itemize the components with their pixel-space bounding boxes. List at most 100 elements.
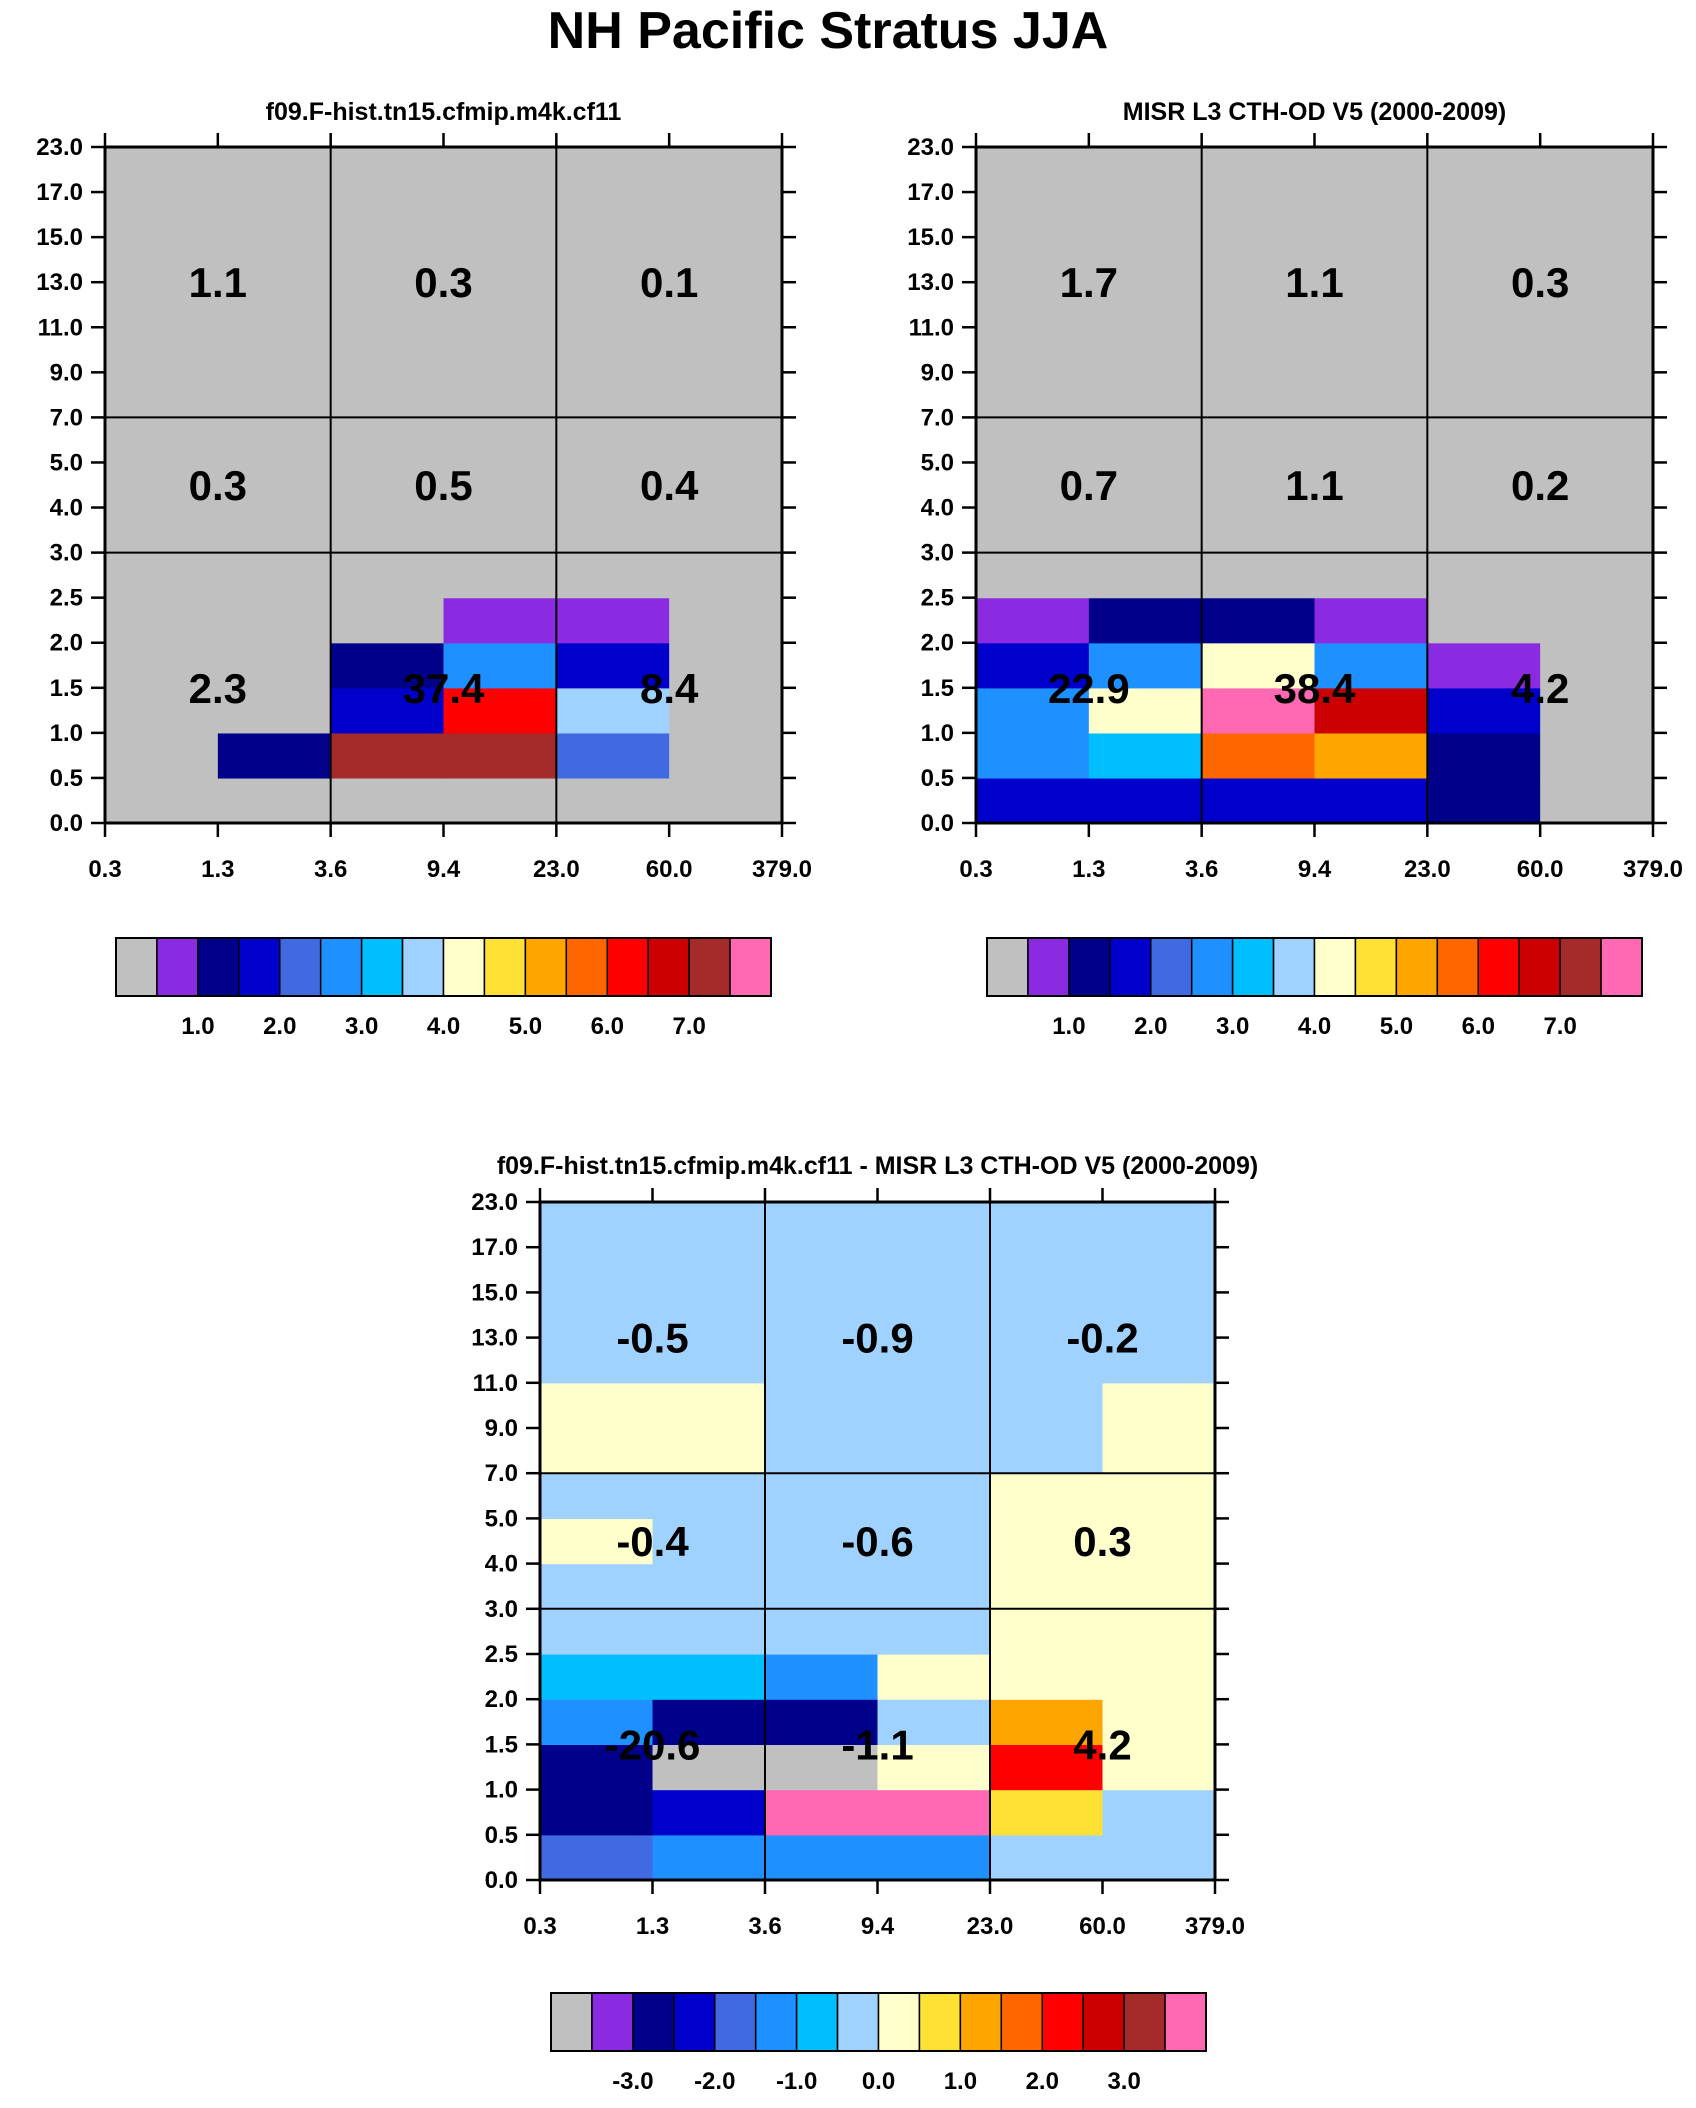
region-value: -1.1: [841, 1721, 913, 1768]
heatmap-cell: [540, 1202, 654, 1248]
region-value: -0.6: [841, 1518, 913, 1565]
y-tick-label: 23.0: [36, 134, 83, 161]
x-tick-label: 0.3: [523, 1913, 556, 1940]
heatmap-cell: [217, 687, 332, 734]
heatmap-cell: [990, 1834, 1104, 1881]
heatmap-cell: [1201, 687, 1316, 734]
colorbar-tick-label: 3.0: [1216, 1013, 1249, 1040]
colorbar-tick-label: 1.0: [944, 2068, 977, 2095]
region-value: 0.3: [414, 259, 472, 306]
heatmap-cell: [1314, 732, 1428, 779]
heatmap-cell: [1088, 777, 1203, 824]
heatmap-cell: [105, 237, 219, 283]
heatmap-cell: [1540, 507, 1654, 554]
colorbar-swatch: [1109, 937, 1152, 997]
heatmap-cell: [556, 282, 670, 328]
heatmap-cell: [1102, 1654, 1216, 1700]
colorbar-swatch: [1395, 937, 1439, 997]
heatmap-cell: [540, 1473, 654, 1519]
colorbar-swatch: [1190, 937, 1234, 997]
heatmap-cell: [652, 1608, 766, 1655]
heatmap-cell: [990, 1473, 1104, 1519]
heatmap-cell: [1201, 327, 1316, 373]
heatmap-cell: [1102, 1518, 1216, 1565]
heatmap-cell: [877, 1699, 991, 1745]
heatmap-cell: [443, 417, 557, 464]
heatmap-cell: [765, 1382, 879, 1429]
figure-title: NH Pacific Stratus JJA: [548, 2, 1109, 60]
heatmap-cell: [669, 417, 783, 464]
heatmap-cell: [1314, 687, 1428, 734]
panel-title: MISR L3 CTH-OD V5 (2000-2009): [1123, 98, 1506, 126]
region-value: 0.5: [414, 462, 472, 509]
heatmap-cell: [217, 192, 332, 238]
heatmap-cell: [105, 192, 219, 238]
heatmap-cell: [990, 1202, 1104, 1248]
colorbar-tick-label: 1.0: [1052, 1013, 1085, 1040]
colorbar-swatch: [524, 937, 568, 997]
heatmap-cell: [330, 642, 445, 689]
y-tick-label: 0.5: [921, 765, 954, 792]
heatmap-cell: [556, 642, 670, 689]
heatmap-cell: [1201, 732, 1316, 779]
heatmap-cell: [877, 1247, 991, 1293]
colorbar-swatch: [1164, 1992, 1207, 2052]
colorbar-swatch: [1027, 937, 1070, 997]
heatmap-cell: [105, 462, 219, 509]
heatmap-cell: [556, 417, 670, 464]
x-tick-label: 23.0: [967, 1913, 1014, 1940]
colorbar-swatch: [795, 1992, 839, 2052]
heatmap-cell: [1088, 192, 1203, 238]
heatmap-cell: [765, 1518, 879, 1565]
x-tick-label: 379.0: [1185, 1913, 1245, 1940]
colorbar-swatch: [959, 1992, 1003, 2052]
heatmap-cell: [443, 237, 557, 283]
y-tick-label: 2.0: [50, 630, 83, 657]
y-tick-label: 13.0: [471, 1325, 518, 1352]
heatmap-cell: [990, 1744, 1104, 1791]
heatmap-cell: [556, 327, 670, 373]
y-tick-label: 3.0: [485, 1596, 518, 1623]
heatmap-cell: [556, 462, 670, 509]
panel-title: f09.F-hist.tn15.cfmip.m4k.cf11 - MISR L3…: [497, 1152, 1258, 1180]
y-tick-label: 17.0: [471, 1234, 518, 1261]
colorbar-swatch: [197, 937, 240, 997]
heatmap-cell: [1314, 282, 1428, 328]
y-tick-label: 0.5: [50, 765, 83, 792]
heatmap-cell: [669, 372, 783, 418]
heatmap-cell: [1088, 462, 1203, 509]
y-tick-label: 4.0: [921, 495, 954, 522]
heatmap-cell: [652, 1292, 766, 1339]
heatmap-cell: [217, 237, 332, 283]
heatmap-cell: [1427, 147, 1541, 193]
y-tick-label: 5.0: [50, 449, 83, 476]
heatmap-cell: [877, 1428, 991, 1474]
heatmap-cell: [877, 1473, 991, 1519]
heatmap-cell: [443, 597, 557, 644]
heatmap-cell: [1201, 417, 1316, 464]
heatmap-cell: [976, 597, 1090, 644]
heatmap-cell: [217, 642, 332, 689]
heatmap-cell: [1540, 552, 1654, 599]
heatmap-cell: [105, 282, 219, 328]
colorbar-swatch: [647, 937, 690, 997]
colorbar-swatch: [1313, 937, 1357, 997]
heatmap-cell: [652, 1518, 766, 1565]
heatmap-cell: [330, 147, 445, 193]
heatmap-cell: [877, 1789, 991, 1836]
colorbar-tick-label: 0.0: [862, 2068, 895, 2095]
heatmap-cell: [877, 1518, 991, 1565]
x-tick-label: 60.0: [1517, 856, 1564, 883]
heatmap-cell: [1427, 732, 1541, 779]
y-tick-label: 17.0: [36, 179, 83, 206]
heatmap-cell: [990, 1428, 1104, 1474]
y-tick-label: 7.0: [921, 404, 954, 431]
region-value: 0.4: [640, 462, 699, 509]
heatmap-cell: [105, 732, 219, 779]
heatmap-cell: [556, 777, 670, 824]
heatmap-cell: [540, 1247, 654, 1293]
heatmap-cell: [652, 1699, 766, 1745]
colorbar-swatch: [1082, 1992, 1125, 2052]
heatmap-cell: [217, 552, 332, 599]
region-value: -20.6: [605, 1721, 701, 1768]
